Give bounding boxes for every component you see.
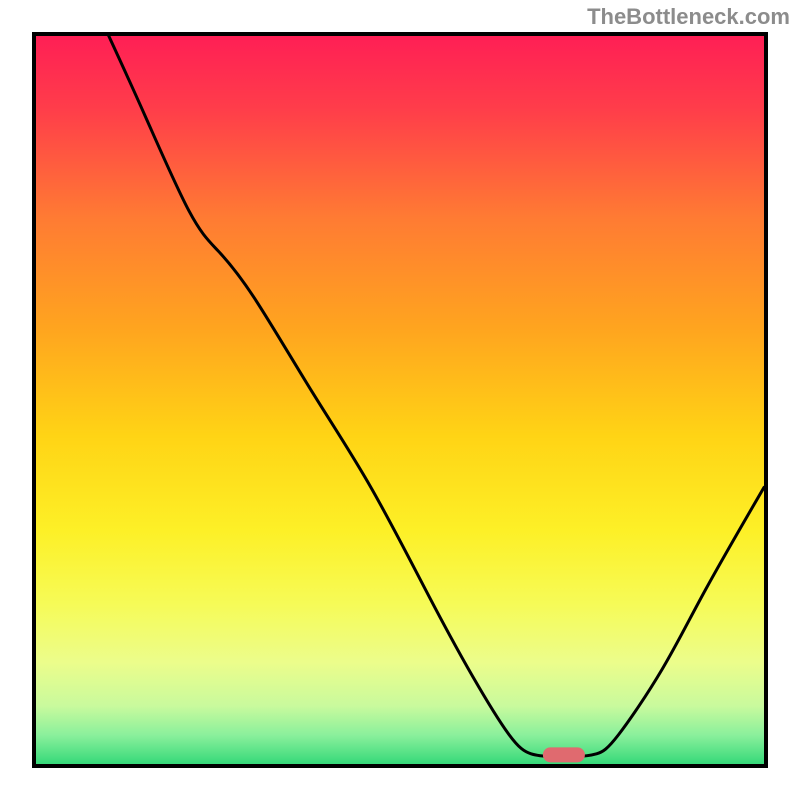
curve-path bbox=[109, 36, 764, 757]
bottleneck-curve bbox=[36, 36, 764, 764]
chart-plot-area bbox=[32, 32, 768, 768]
optimal-marker bbox=[543, 747, 585, 762]
watermark-text: TheBottleneck.com bbox=[587, 4, 790, 30]
